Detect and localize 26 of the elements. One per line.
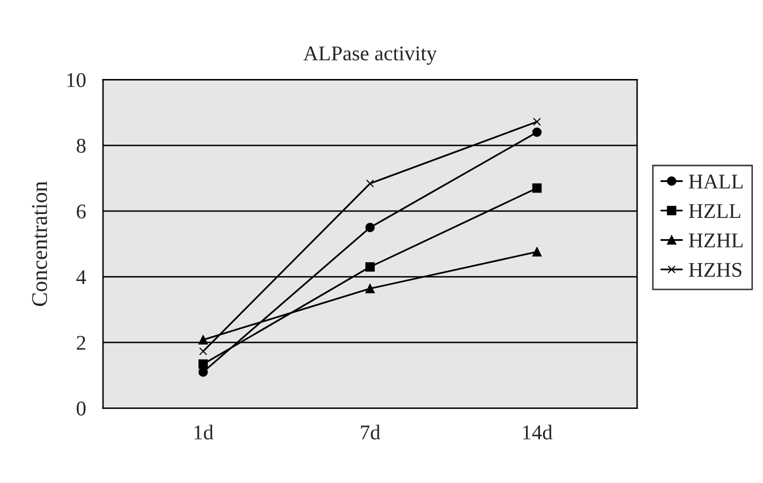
- point: [365, 222, 375, 232]
- y-tick-label: 2: [76, 336, 86, 350]
- x-tick-label: 7d: [361, 424, 380, 440]
- y-axis-title: Concentration: [32, 181, 48, 306]
- point: [532, 183, 542, 193]
- x-tick-label: 14d: [523, 424, 552, 440]
- y-tick-label: 4: [76, 270, 86, 284]
- y-tick-label: 8: [76, 138, 86, 153]
- legend-label: HALL: [688, 174, 743, 188]
- x-tick-label: 1d: [194, 424, 214, 440]
- point: [365, 262, 375, 272]
- legend-label: HZHS: [688, 262, 742, 277]
- chart-title: ALPase activity: [303, 46, 437, 65]
- point: [198, 335, 208, 345]
- y-tick-label: 0: [76, 402, 86, 416]
- point: [366, 179, 374, 188]
- legend-label: HZHL: [688, 234, 743, 248]
- y-tick-label: 6: [76, 204, 86, 219]
- point: [532, 128, 542, 137]
- point: [199, 347, 208, 356]
- point: [532, 247, 542, 256]
- y-tick-label: 10: [67, 73, 86, 88]
- point: [198, 359, 208, 369]
- point: [365, 284, 375, 294]
- legend-label: HZLL: [688, 204, 740, 218]
- point: [532, 118, 541, 126]
